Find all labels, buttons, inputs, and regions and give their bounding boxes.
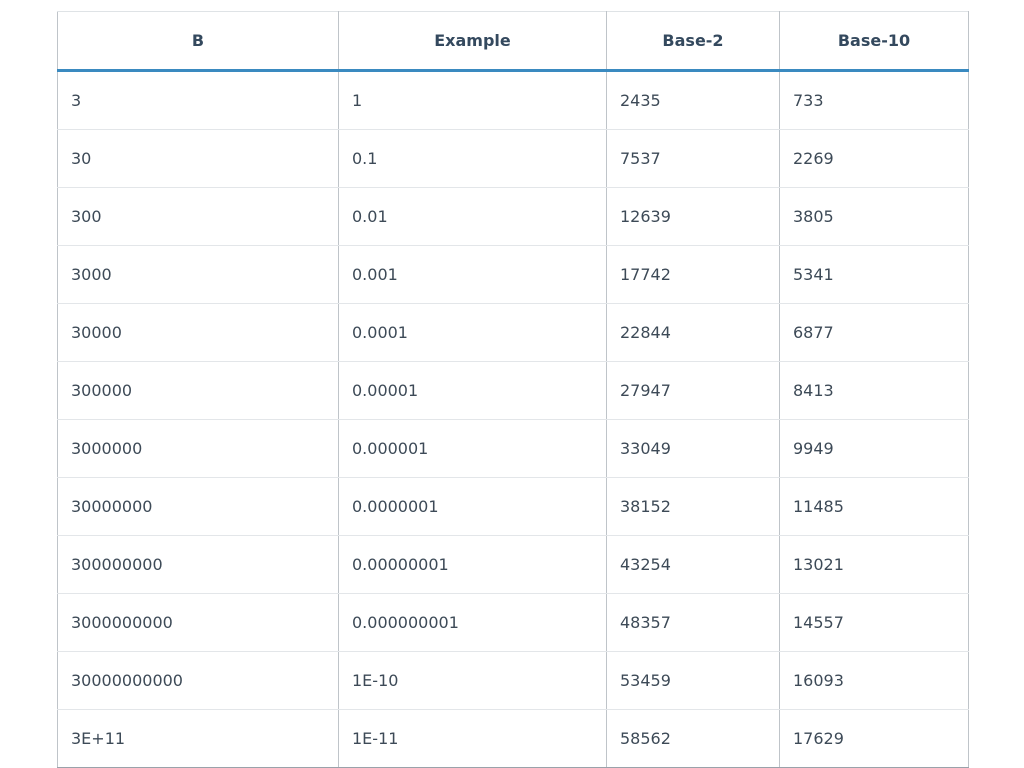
cell-example: 0.1 (338, 129, 607, 188)
cell-base-10: 13021 (779, 535, 969, 594)
column-header-example: Example (338, 11, 607, 72)
table-row: 3000000 0.000001 33049 9949 (57, 419, 969, 478)
cell-base-10: 2269 (779, 129, 969, 188)
cell-base-2: 33049 (606, 419, 780, 478)
header-row: B Example Base-2 Base-10 (57, 11, 969, 72)
table-row: 30000000 0.0000001 38152 11485 (57, 477, 969, 536)
cell-b: 3000 (57, 245, 339, 304)
column-header-base-2: Base-2 (606, 11, 780, 72)
cell-base-2: 7537 (606, 129, 780, 188)
table-row: 3000 0.001 17742 5341 (57, 245, 969, 304)
cell-base-2: 27947 (606, 361, 780, 420)
cell-base-10: 3805 (779, 187, 969, 246)
cell-base-2: 53459 (606, 651, 780, 710)
cell-example: 1E-11 (338, 709, 607, 768)
cell-base-10: 14557 (779, 593, 969, 652)
cell-example: 0.0001 (338, 303, 607, 362)
cell-base-10: 733 (779, 70, 969, 130)
cell-base-10: 16093 (779, 651, 969, 710)
table-row: 3 1 2435 733 (57, 70, 969, 130)
cell-example: 0.001 (338, 245, 607, 304)
cell-b: 300000000 (57, 535, 339, 594)
cell-b: 3000000 (57, 419, 339, 478)
cell-b: 300000 (57, 361, 339, 420)
table-row: 30000000000 1E-10 53459 16093 (57, 651, 969, 710)
cell-example: 0.00001 (338, 361, 607, 420)
cell-base-2: 2435 (606, 70, 780, 130)
table-row: 30 0.1 7537 2269 (57, 129, 969, 188)
cell-base-10: 6877 (779, 303, 969, 362)
cell-base-2: 17742 (606, 245, 780, 304)
table-row: 300 0.01 12639 3805 (57, 187, 969, 246)
data-table: B Example Base-2 Base-10 3 1 2435 733 30 0.1 7… (57, 11, 969, 768)
cell-example: 1E-10 (338, 651, 607, 710)
table-row: 3000000000 0.000000001 48357 14557 (57, 593, 969, 652)
table-body: 3 1 2435 733 30 0.1 7537 2269 300 0.01 12639 3805 30… (57, 70, 969, 768)
cell-b: 3000000000 (57, 593, 339, 652)
cell-example: 0.000001 (338, 419, 607, 478)
cell-base-2: 38152 (606, 477, 780, 536)
cell-b: 30000000 (57, 477, 339, 536)
cell-base-2: 48357 (606, 593, 780, 652)
column-header-base-10: Base-10 (779, 11, 969, 72)
cell-base-10: 9949 (779, 419, 969, 478)
cell-example: 0.01 (338, 187, 607, 246)
cell-example: 0.000000001 (338, 593, 607, 652)
column-header-b: B (57, 11, 339, 72)
cell-b: 30 (57, 129, 339, 188)
table-header: B Example Base-2 Base-10 (57, 11, 969, 72)
table-row: 300000 0.00001 27947 8413 (57, 361, 969, 420)
table-row: 30000 0.0001 22844 6877 (57, 303, 969, 362)
cell-b: 3 (57, 70, 339, 130)
cell-base-10: 11485 (779, 477, 969, 536)
cell-base-2: 22844 (606, 303, 780, 362)
cell-example: 0.0000001 (338, 477, 607, 536)
cell-base-10: 5341 (779, 245, 969, 304)
cell-example: 0.00000001 (338, 535, 607, 594)
cell-base-2: 43254 (606, 535, 780, 594)
table-row: 300000000 0.00000001 43254 13021 (57, 535, 969, 594)
cell-base-2: 58562 (606, 709, 780, 768)
cell-base-10: 8413 (779, 361, 969, 420)
cell-b: 300 (57, 187, 339, 246)
table-row: 3E+11 1E-11 58562 17629 (57, 709, 969, 768)
cell-b: 30000 (57, 303, 339, 362)
cell-b: 30000000000 (57, 651, 339, 710)
cell-b: 3E+11 (57, 709, 339, 768)
cell-base-2: 12639 (606, 187, 780, 246)
cell-example: 1 (338, 70, 607, 130)
cell-base-10: 17629 (779, 709, 969, 768)
